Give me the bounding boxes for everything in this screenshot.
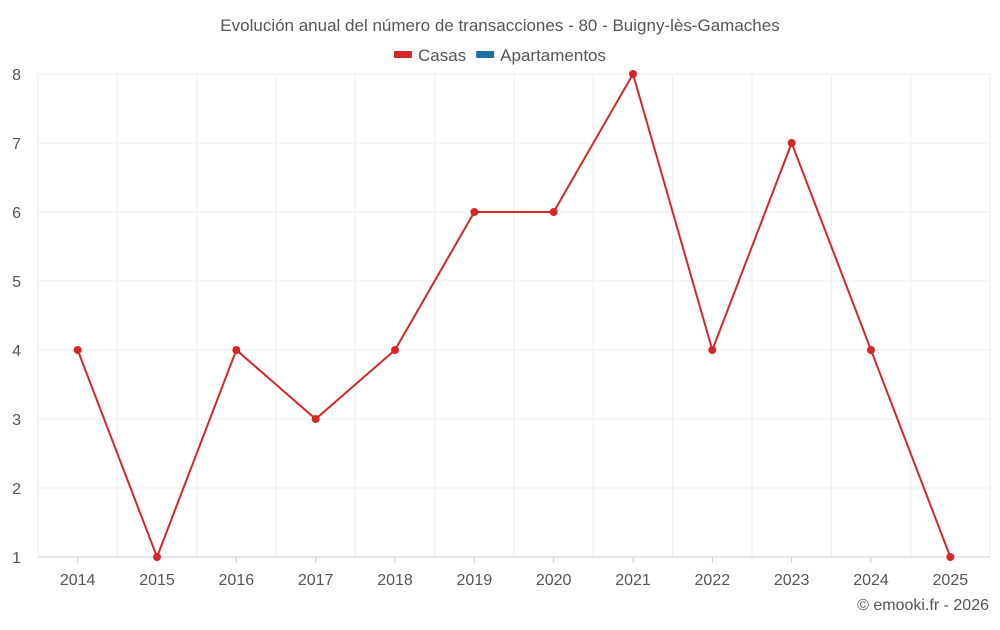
y-tick-label: 1 (12, 550, 21, 567)
legend-item-apartamentos[interactable]: Apartamentos (476, 46, 606, 65)
legend: Casas Apartamentos (393, 46, 606, 65)
chart-title: Evolución anual del número de transaccio… (220, 16, 779, 35)
data-point[interactable] (470, 208, 479, 216)
series-line-casas (76, 71, 952, 560)
x-tick-label: 2023 (774, 572, 810, 589)
x-tick-label: 2017 (298, 572, 334, 589)
x-tick-label: 2016 (219, 572, 255, 589)
x-tick-label: 2022 (695, 572, 731, 589)
x-tick-label: 2018 (377, 572, 413, 589)
y-axis-ticks: 1 2 3 4 5 6 7 8 (12, 67, 21, 567)
y-tick-label: 8 (12, 67, 21, 84)
data-point[interactable] (629, 70, 637, 78)
data-point[interactable] (708, 346, 717, 354)
legend-label: Apartamentos (500, 46, 606, 65)
y-tick-label: 5 (12, 274, 21, 291)
data-point[interactable] (549, 208, 558, 216)
x-tick-label: 2019 (457, 572, 493, 589)
legend-item-casas[interactable]: Casas (393, 46, 466, 65)
series-layer (73, 70, 955, 561)
x-tick-label: 2015 (139, 572, 175, 589)
grid (37, 73, 991, 557)
x-tick-label: 2024 (853, 572, 889, 589)
legend-swatch (393, 51, 412, 58)
data-point[interactable] (391, 346, 399, 354)
x-tick-label: 2021 (615, 572, 651, 589)
data-point[interactable] (946, 553, 955, 561)
data-point[interactable] (232, 346, 241, 354)
credit-text: © emooki.fr - 2026 (857, 597, 989, 614)
x-tick-label: 2025 (933, 572, 969, 589)
data-point[interactable] (311, 415, 320, 423)
y-tick-label: 4 (12, 343, 21, 360)
y-tick-label: 2 (12, 481, 21, 498)
y-tick-label: 7 (12, 136, 21, 153)
x-tick-label: 2020 (536, 572, 572, 589)
x-tick-label: 2014 (60, 572, 96, 589)
data-point[interactable] (787, 139, 796, 147)
y-tick-label: 3 (12, 412, 21, 429)
legend-label: Casas (418, 46, 466, 65)
legend-swatch (476, 51, 495, 58)
data-point[interactable] (867, 346, 875, 354)
y-tick-label: 6 (12, 205, 21, 222)
data-point[interactable] (73, 346, 82, 354)
x-axis-ticks: 2014 2015 2016 2017 2018 2019 2020 2021 2022 2023… (60, 557, 968, 589)
data-point[interactable] (153, 553, 161, 561)
